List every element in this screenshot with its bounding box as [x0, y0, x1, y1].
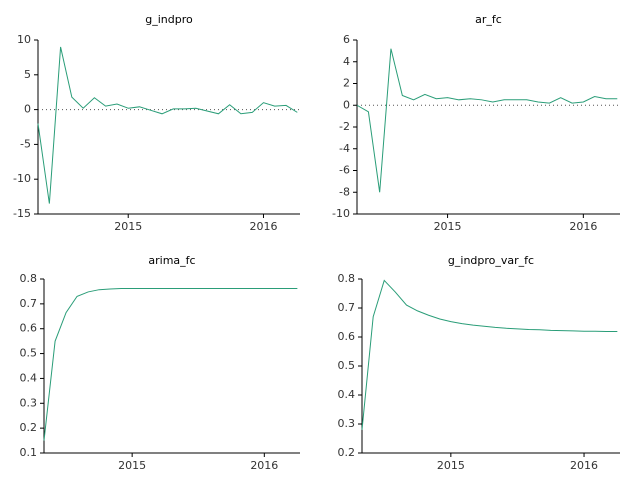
y-tick-label: 4	[343, 55, 350, 68]
y-tick-label: 0.2	[20, 421, 38, 434]
y-tick-label: 0.7	[20, 297, 38, 310]
x-tick-label: 2016	[249, 220, 277, 233]
series-line	[361, 279, 618, 430]
y-tick-label: 2	[343, 77, 350, 90]
y-tick-label: -8	[339, 185, 350, 198]
y-tick-label: 0.5	[338, 359, 356, 372]
y-tick-label: -10	[13, 172, 31, 185]
y-tick-label: -5	[20, 137, 31, 150]
y-tick-label: 0.5	[20, 347, 38, 360]
y-tick-label: 5	[24, 68, 31, 81]
y-tick-label: 0	[24, 103, 31, 116]
y-tick-label: 0.7	[338, 301, 356, 314]
chart-title: ar_fc	[475, 13, 502, 26]
series-line	[356, 48, 618, 193]
chart-title: g_indpro_var_fc	[448, 254, 534, 267]
y-tick-label: -4	[339, 142, 350, 155]
y-tick-label: -10	[332, 207, 350, 220]
chart-title: arima_fc	[148, 254, 195, 267]
x-tick-label: 2016	[570, 459, 598, 472]
y-tick-label: 10	[17, 33, 31, 46]
x-tick-label: 2016	[569, 220, 597, 233]
y-tick-label: 0	[343, 98, 350, 111]
y-tick-label: 0.4	[338, 388, 356, 401]
y-tick-label: 6	[343, 33, 350, 46]
x-tick-label: 2016	[250, 459, 278, 472]
x-tick-label: 2015	[114, 220, 142, 233]
y-tick-label: 0.2	[338, 446, 356, 459]
y-tick-label: -6	[339, 164, 350, 177]
y-tick-label: 0.1	[20, 446, 38, 459]
y-tick-label: 0.8	[338, 272, 356, 285]
series-line	[43, 287, 298, 441]
y-tick-label: 0.3	[20, 396, 38, 409]
y-tick-label: 0.3	[338, 417, 356, 430]
y-tick-label: 0.8	[20, 272, 38, 285]
x-tick-label: 2015	[437, 459, 465, 472]
y-tick-label: 0.6	[338, 330, 356, 343]
x-tick-label: 2015	[118, 459, 146, 472]
y-tick-label: -15	[13, 207, 31, 220]
series-line	[37, 46, 298, 204]
y-tick-label: -2	[339, 120, 350, 133]
chart-title: g_indpro	[145, 13, 193, 26]
y-tick-label: 0.6	[20, 322, 38, 335]
y-tick-label: 0.4	[20, 371, 38, 384]
x-tick-label: 2015	[434, 220, 462, 233]
